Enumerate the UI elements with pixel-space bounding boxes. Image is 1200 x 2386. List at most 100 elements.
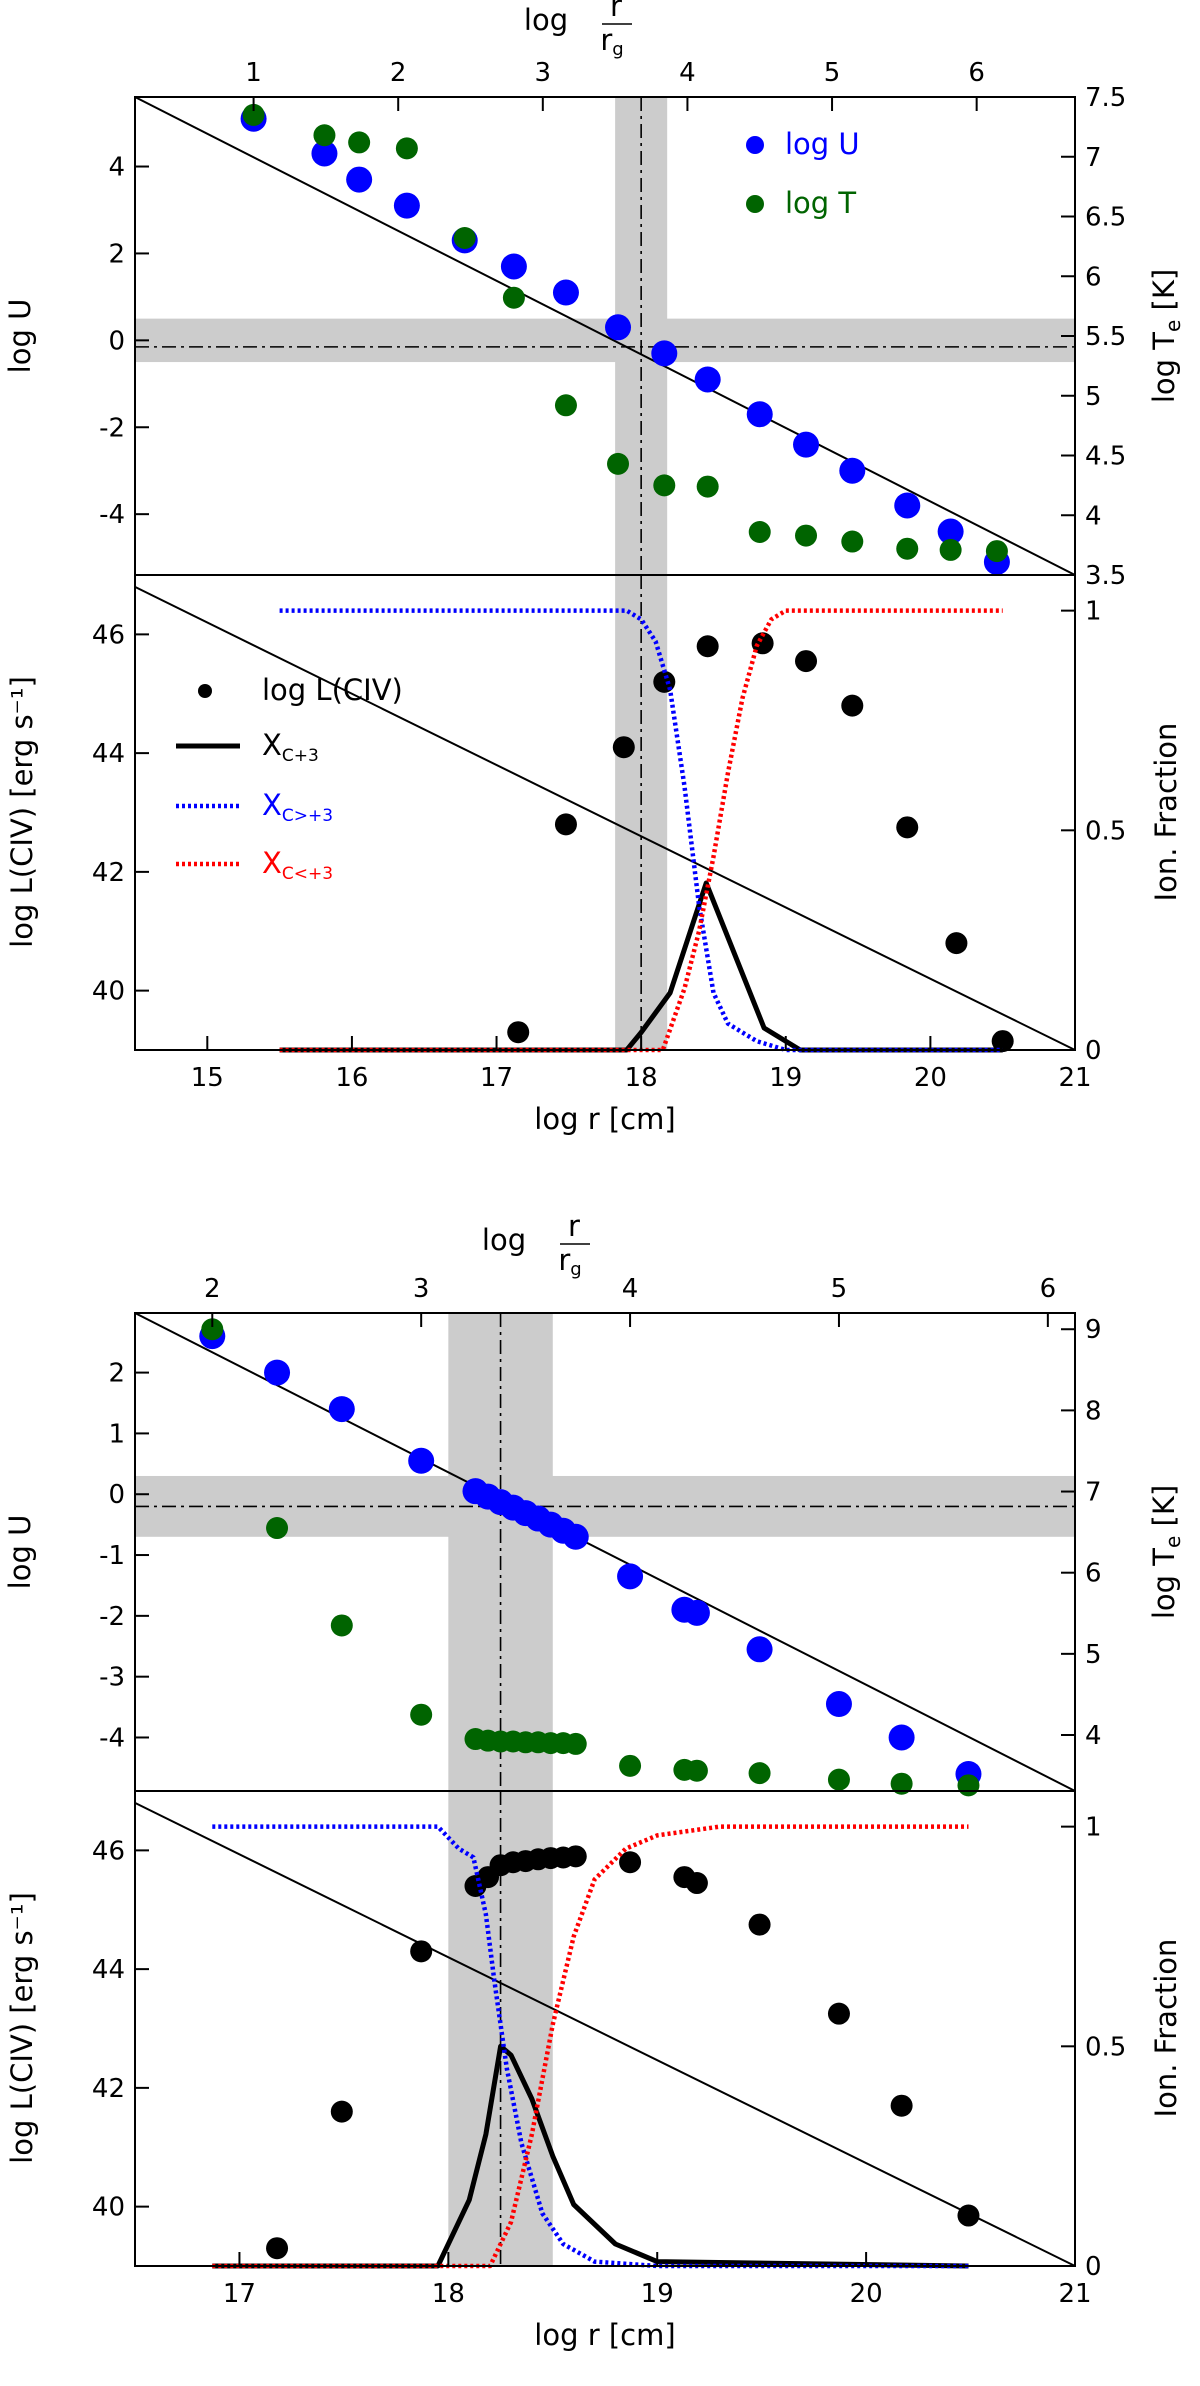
log-u-point — [500, 253, 527, 280]
log-t-point — [395, 137, 418, 160]
log-t-point — [410, 1703, 433, 1726]
x-tick-label: 18 — [625, 1063, 658, 1093]
log-l-civ-point — [507, 1021, 530, 1044]
log-l-civ-point — [945, 932, 968, 955]
x-c-3-curve — [212, 2043, 969, 2269]
log-u-point — [694, 366, 721, 393]
y2-tick-label: 1 — [1085, 1813, 1102, 1843]
log-t-point — [607, 452, 630, 475]
y-tick-label: -1 — [99, 1541, 125, 1571]
x-tick-label: 19 — [769, 1063, 802, 1093]
y-tick-label: -3 — [99, 1663, 125, 1693]
x-c-3-curve — [212, 1824, 969, 2269]
log-t-point — [564, 1732, 587, 1755]
log-u-point — [605, 314, 632, 341]
log-u-point — [562, 1523, 589, 1550]
legend-label: XC<+3 — [262, 846, 333, 884]
y2-tick-label: 3.5 — [1085, 561, 1126, 591]
log-t-point — [985, 540, 1008, 563]
legend-marker — [198, 684, 212, 698]
log-u-point — [617, 1563, 644, 1590]
log-t-point — [554, 394, 577, 417]
log-t-point — [890, 1772, 913, 1795]
guide-layer — [135, 1313, 1075, 1791]
y-tick-label: -4 — [99, 1723, 125, 1753]
y2-tick-label: 4 — [1085, 501, 1102, 531]
figure-2-bottom-panel: 40 42 44 46 0 0.5 1 17 18 19 20 21 log r [cm] log L… — [5, 1790, 1183, 2352]
x-tick-label: 18 — [432, 2279, 465, 2309]
log-t-point — [748, 1762, 771, 1785]
log-u-point — [346, 166, 373, 193]
plot-frame — [134, 1790, 1076, 2267]
y-tick-label: 2 — [108, 239, 125, 269]
y2-tick-label: 5.5 — [1085, 322, 1126, 352]
x2-tick-label: 1 — [245, 58, 262, 88]
y-tick-label: 42 — [92, 858, 125, 888]
log-l-civ-point — [957, 2204, 980, 2227]
y2-tick-label: 9 — [1085, 1315, 1102, 1345]
log-l-civ-point — [410, 1940, 433, 1963]
marks-layer — [134, 96, 1076, 576]
y-tick-label: 4 — [108, 153, 125, 183]
horizontal-band — [135, 318, 1075, 363]
log-t-point — [841, 530, 864, 553]
diagonal-reference-line — [134, 585, 1076, 1051]
y-tick-label: 44 — [92, 1955, 125, 1985]
log-t-point — [748, 520, 771, 543]
y2-tick-label: 7 — [1085, 1478, 1102, 1508]
y-tick-label: 0 — [108, 1480, 125, 1510]
legend-label: XC>+3 — [262, 788, 333, 826]
x-tick-label: 15 — [191, 1063, 224, 1093]
y-tick-label: 44 — [92, 739, 125, 769]
y2-tick-label: 5 — [1085, 382, 1102, 412]
log-u-point — [264, 1359, 291, 1386]
legend-label: XC+3 — [262, 728, 319, 766]
y-tick-label: 42 — [92, 2074, 125, 2104]
legend-marker — [746, 136, 764, 154]
marks-layer — [134, 1801, 1076, 2269]
x2-tick-label: 6 — [1040, 1274, 1057, 1304]
log-t-point — [502, 286, 525, 309]
y2-tick-label: 4.5 — [1085, 442, 1126, 472]
y-tick-label: 1 — [108, 1419, 125, 1449]
y-tick-label: 40 — [92, 977, 125, 1007]
x2-tick-label: 6 — [968, 58, 985, 88]
log-l-civ-point — [554, 813, 577, 836]
legend: log U log T — [746, 127, 860, 220]
log-t-point — [619, 1754, 642, 1777]
log-l-civ-point — [841, 694, 864, 717]
log-u-point — [746, 401, 773, 428]
diagonal-reference-line — [134, 96, 1076, 576]
log-u-point — [888, 1724, 915, 1751]
log-l-civ-point — [266, 2237, 289, 2260]
log-t-point — [313, 124, 336, 147]
y2-axis-label: log Te [K] — [1147, 1485, 1185, 1619]
log-t-point — [330, 1614, 353, 1637]
log-u-point — [746, 1636, 773, 1663]
x-tick-label: 20 — [850, 2279, 883, 2309]
diagonal-reference-line — [134, 1801, 1076, 2267]
log-l-civ-point — [827, 2002, 850, 2025]
y2-tick-label: 8 — [1085, 1396, 1102, 1426]
legend: log L(CIV) XC+3 XC>+3 XC<+3 — [176, 673, 403, 884]
y2-tick-label: 0.5 — [1085, 2032, 1126, 2062]
y-tick-label: 46 — [92, 1836, 125, 1866]
y2-tick-label: 6.5 — [1085, 203, 1126, 233]
log-l-civ-point — [619, 1851, 642, 1874]
x-tick-label: 21 — [1058, 2279, 1091, 2309]
log-l-civ-point — [612, 736, 635, 759]
y2-axis-label: Ion. Fraction — [1149, 1939, 1183, 2118]
log-t-point — [939, 538, 962, 561]
log-u-point — [839, 457, 866, 484]
x-axis-label: log r [cm] — [534, 2318, 675, 2352]
y-axis-label: log U — [3, 299, 37, 374]
log-t-point — [827, 1768, 850, 1791]
x2-tick-label: 3 — [535, 58, 552, 88]
log-u-point — [651, 340, 678, 367]
y2-tick-label: 0 — [1085, 2252, 1102, 2282]
log-u-point — [552, 279, 579, 306]
legend-label: log U — [785, 127, 860, 161]
x2-axis-label-numerator: r — [610, 0, 622, 23]
